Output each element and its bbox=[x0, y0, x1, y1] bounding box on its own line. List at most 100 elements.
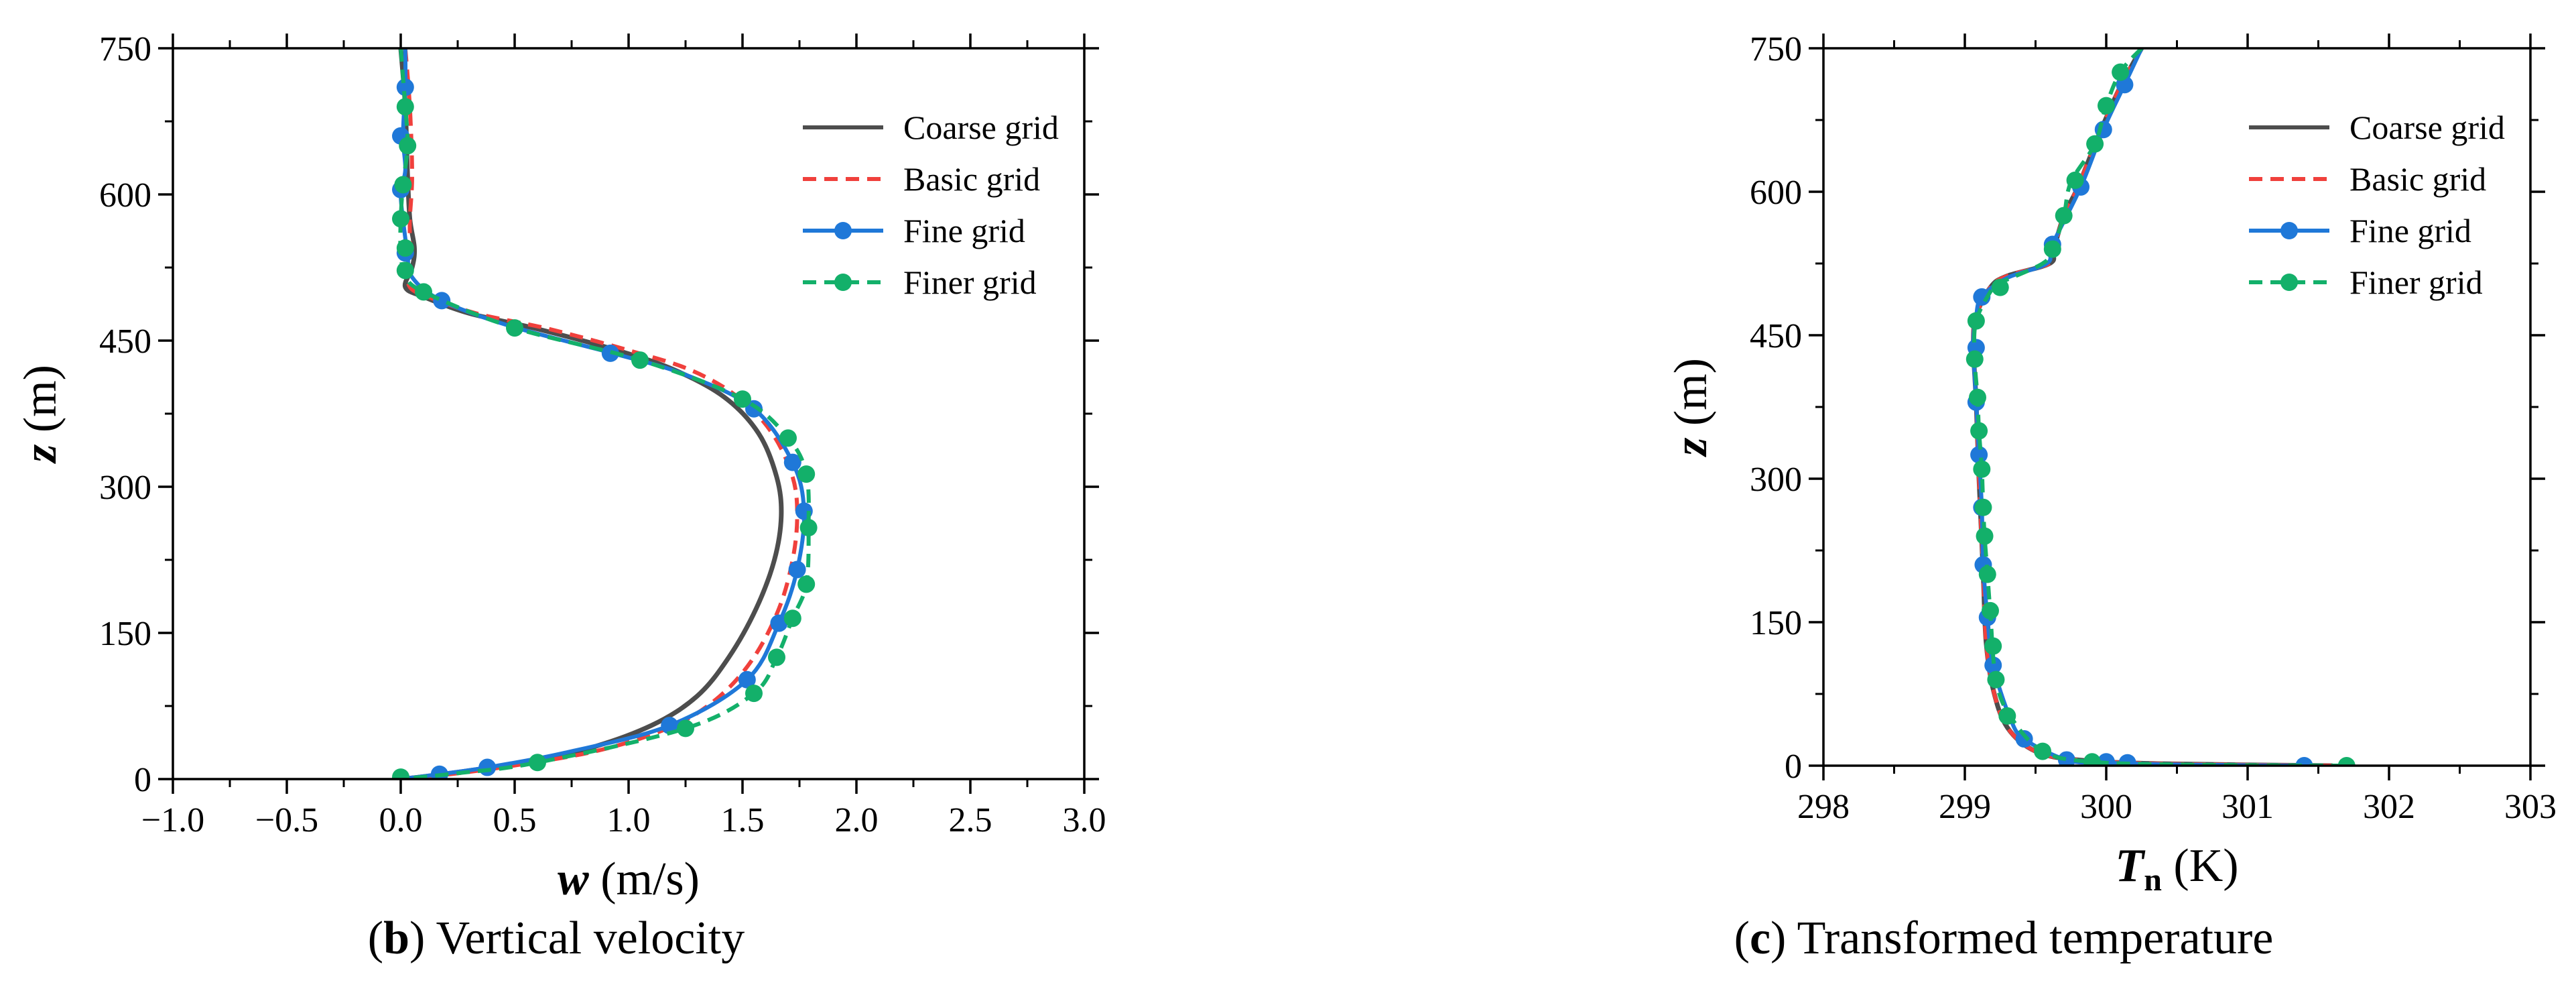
x-axis-label: w (m/s) bbox=[558, 853, 700, 905]
data-point bbox=[1967, 312, 1985, 330]
series-finer-grid bbox=[1966, 48, 2356, 766]
legend-item-coarse-grid: Coarse grid bbox=[2249, 109, 2505, 146]
data-point bbox=[396, 239, 414, 257]
data-point bbox=[768, 648, 785, 666]
legend-label: Coarse grid bbox=[903, 109, 1059, 146]
legend-label: Basic grid bbox=[2349, 160, 2486, 198]
x-axis-variable: T bbox=[2115, 840, 2146, 892]
y-axis-label: z (m) bbox=[15, 365, 66, 464]
data-point bbox=[2066, 171, 2084, 189]
caption-c: (c) Transformed temperature bbox=[1734, 912, 2274, 964]
x-tick-label: 298 bbox=[1797, 788, 1850, 826]
data-point bbox=[799, 519, 818, 537]
y-tick-label: 300 bbox=[99, 469, 151, 507]
x-tick-label: 2.5 bbox=[949, 801, 992, 839]
y-tick-label: 150 bbox=[99, 615, 151, 653]
data-point bbox=[1978, 565, 1996, 583]
data-point bbox=[1966, 350, 1984, 368]
x-tick-label: 302 bbox=[2363, 788, 2415, 826]
data-point bbox=[1987, 670, 2005, 689]
data-point bbox=[1970, 422, 1988, 440]
x-axis-unit: (K) bbox=[2162, 840, 2239, 892]
series-coarse-grid bbox=[1971, 48, 2333, 766]
panel-transformed-temperature: 298 299 300 301 302 303 0 150 300 450 600 750 Tn (K)… bbox=[1665, 30, 2557, 898]
data-point bbox=[1968, 388, 1986, 406]
x-tick-label: 3.0 bbox=[1063, 801, 1106, 839]
y-tick-label: 300 bbox=[1750, 461, 1802, 499]
data-point bbox=[788, 561, 806, 579]
x-axis-unit: (m/s) bbox=[589, 853, 700, 905]
legend-label: Finer grid bbox=[903, 263, 1037, 301]
series-basic-grid bbox=[1971, 48, 2333, 766]
data-point bbox=[1998, 707, 2016, 725]
data-point bbox=[2098, 97, 2115, 115]
data-point bbox=[631, 351, 649, 369]
y-axis-variable: z bbox=[15, 445, 66, 464]
data-point bbox=[392, 210, 409, 228]
data-point bbox=[2015, 730, 2033, 748]
data-point bbox=[2083, 753, 2101, 766]
x-tick-label: 301 bbox=[2221, 788, 2274, 826]
legend: Coarse grid Basic grid Fine grid Finer grid bbox=[803, 109, 1059, 301]
legend-item-fine-grid: Fine grid bbox=[2249, 212, 2471, 249]
data-point bbox=[478, 758, 497, 776]
data-point bbox=[745, 400, 763, 418]
legend-label: Finer grid bbox=[2349, 263, 2483, 301]
data-point bbox=[433, 292, 451, 310]
data-point bbox=[1981, 601, 1999, 620]
data-point bbox=[734, 390, 751, 408]
y-axis-unit: (m) bbox=[15, 365, 66, 445]
data-point bbox=[1984, 637, 2002, 655]
y-tick-label: 750 bbox=[99, 30, 151, 68]
series-line bbox=[400, 48, 799, 779]
x-tick-label: −1.0 bbox=[141, 801, 204, 839]
legend-marker bbox=[834, 274, 852, 291]
data-point bbox=[779, 429, 797, 447]
data-point bbox=[2034, 742, 2052, 760]
data-point bbox=[677, 719, 694, 738]
legend-item-coarse-grid: Coarse grid bbox=[803, 109, 1059, 146]
caption-c-text: Transformed temperature bbox=[1786, 912, 2274, 964]
series-fine-grid bbox=[392, 48, 813, 779]
x-tick-label: −0.5 bbox=[255, 801, 318, 839]
legend-item-finer-grid: Finer grid bbox=[803, 263, 1037, 301]
y-tick-label: 600 bbox=[99, 176, 151, 215]
y-tick-label: 750 bbox=[1750, 30, 1802, 68]
y-axis-unit: (m) bbox=[1665, 358, 1717, 438]
series-line bbox=[398, 48, 784, 779]
legend: Coarse grid Basic grid Fine grid Finer grid bbox=[2249, 109, 2505, 301]
data-point bbox=[783, 609, 801, 628]
series-line bbox=[1971, 48, 2305, 766]
data-point bbox=[396, 78, 414, 97]
data-point bbox=[738, 670, 756, 689]
data-point bbox=[2043, 240, 2061, 258]
series-line bbox=[1972, 48, 2347, 766]
legend-item-basic-grid: Basic grid bbox=[2249, 160, 2486, 198]
legend-label: Fine grid bbox=[2349, 212, 2471, 249]
caption-c-letter: c bbox=[1749, 912, 1771, 964]
data-point bbox=[399, 137, 417, 155]
data-point bbox=[1973, 460, 1991, 478]
data-point bbox=[745, 685, 763, 703]
data-point bbox=[1984, 656, 2002, 674]
legend-item-basic-grid: Basic grid bbox=[803, 160, 1040, 198]
y-axis-label: z (m) bbox=[1665, 358, 1717, 457]
series-line bbox=[1971, 48, 2333, 766]
y-axis-variable: z bbox=[1665, 438, 1717, 457]
data-point bbox=[770, 614, 788, 632]
y-tick-label: 0 bbox=[134, 761, 151, 799]
legend-label: Basic grid bbox=[903, 160, 1040, 198]
series-line bbox=[398, 48, 811, 779]
legend-marker bbox=[834, 222, 852, 239]
x-tick-label: 299 bbox=[1939, 788, 1991, 826]
series-finer-grid bbox=[392, 48, 818, 779]
x-tick-label: 1.5 bbox=[721, 801, 765, 839]
data-point bbox=[1974, 498, 1992, 516]
data-point bbox=[797, 575, 816, 593]
data-point bbox=[2086, 135, 2104, 153]
data-point bbox=[2055, 207, 2073, 225]
caption-b-letter: b bbox=[383, 912, 410, 964]
y-tick-label: 0 bbox=[1785, 748, 1802, 786]
x-tick-label: 0.0 bbox=[379, 801, 423, 839]
